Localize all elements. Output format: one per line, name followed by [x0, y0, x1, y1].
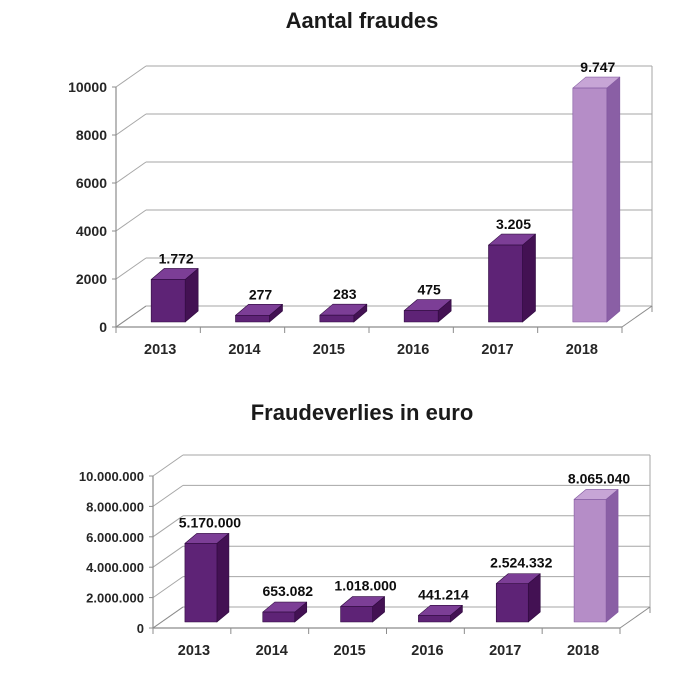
chart-line — [115, 65, 147, 88]
bar-value-label: 653.082 — [262, 583, 313, 599]
chart-line — [152, 576, 184, 599]
chart-1: 0 2.000.000 4.000.000 6.000.000 8.000.000 10.… — [79, 454, 651, 659]
bar-side-face — [606, 76, 621, 323]
category-label: 2014 — [256, 643, 288, 659]
bar-front-face — [495, 583, 529, 623]
bar-front-face — [572, 87, 608, 323]
chart-line — [152, 545, 184, 568]
y-tick-label: 10000 — [68, 79, 107, 95]
bar-front-face — [418, 614, 451, 623]
bar-2016-chart0 — [403, 299, 452, 323]
bar-2018-chart0 — [572, 76, 621, 323]
y-tick-label: 4000 — [76, 223, 107, 239]
bar-2015-chart0 — [319, 303, 368, 323]
category-label: 2014 — [228, 342, 260, 358]
bar-2016-chart1 — [418, 604, 463, 623]
bar-value-label: 1.772 — [159, 250, 194, 266]
bar-front-face — [235, 315, 270, 323]
chart-line — [152, 454, 184, 477]
category-label: 2016 — [411, 643, 443, 659]
category-label: 2013 — [144, 342, 176, 358]
bar-front-face — [150, 279, 186, 323]
bar-value-label: 475 — [417, 282, 441, 298]
y-tick-label: 2.000.000 — [86, 591, 144, 606]
y-tick-label: 0 — [99, 319, 107, 335]
chart-line — [152, 606, 184, 629]
bar-side-face — [216, 533, 230, 623]
category-label: 2015 — [313, 342, 345, 358]
y-tick-label: 6.000.000 — [86, 530, 144, 545]
y-tick-label: 10.000.000 — [79, 469, 144, 484]
bar-2014-chart1 — [262, 601, 308, 623]
bar-front-face — [340, 606, 373, 623]
bar-2013-chart1 — [184, 533, 230, 623]
bar-value-label: 2.524.332 — [490, 555, 552, 571]
y-tick-label: 8.000.000 — [86, 499, 144, 514]
bar-value-label: 441.214 — [418, 586, 469, 602]
chart-line — [115, 257, 147, 280]
bar-front-face — [184, 543, 218, 623]
bar-value-label: 283 — [333, 286, 357, 302]
chart-line — [619, 606, 651, 629]
bar-front-face — [403, 310, 439, 323]
bar-2018-chart1 — [573, 489, 619, 623]
category-label: 2016 — [397, 342, 429, 358]
bar-front-face — [262, 611, 296, 623]
y-tick-label: 8000 — [76, 127, 107, 143]
bar-side-face — [605, 489, 619, 623]
bar-value-label: 9.747 — [580, 59, 615, 75]
bar-value-label: 8.065.040 — [568, 470, 630, 486]
category-label: 2013 — [178, 643, 210, 659]
y-tick-label: 6000 — [76, 175, 107, 191]
chart-line — [115, 305, 147, 328]
bar-2015-chart1 — [340, 596, 385, 623]
chart-line — [115, 209, 147, 232]
bar-value-label: 1.018.000 — [334, 578, 396, 594]
bar-2014-chart0 — [235, 304, 283, 323]
category-label: 2015 — [333, 643, 365, 659]
category-label: 2018 — [566, 342, 598, 358]
bar-value-label: 3.205 — [496, 216, 531, 232]
bar-2017-chart0 — [488, 233, 536, 323]
chart-line — [152, 484, 184, 507]
bar-front-face — [573, 499, 607, 623]
chart-line — [115, 161, 147, 184]
chart-line — [115, 113, 147, 136]
bar-2017-chart1 — [495, 573, 541, 623]
chart-0: 0 2000 4000 6000 8000 10000 1.772 277 283 475 3.20… — [68, 59, 653, 358]
bar-value-label: 5.170.000 — [179, 514, 241, 530]
y-tick-label: 0 — [137, 621, 144, 636]
bar-front-face — [319, 314, 355, 323]
category-label: 2018 — [567, 643, 599, 659]
category-label: 2017 — [489, 643, 521, 659]
chart-title-fraudeverlies-in-euro: Fraudeverlies in euro — [250, 400, 474, 425]
chart-title-aantal-fraudes: Aantal fraudes — [285, 8, 439, 33]
bar-front-face — [488, 244, 523, 323]
bar-side-face — [522, 233, 536, 323]
chart-line — [621, 305, 653, 328]
bar-2013-chart0 — [150, 268, 199, 323]
bar-value-label: 277 — [249, 286, 273, 302]
chart-line — [152, 515, 184, 538]
y-tick-label: 4.000.000 — [86, 560, 144, 575]
category-label: 2017 — [481, 342, 513, 358]
y-tick-label: 2000 — [76, 271, 107, 287]
